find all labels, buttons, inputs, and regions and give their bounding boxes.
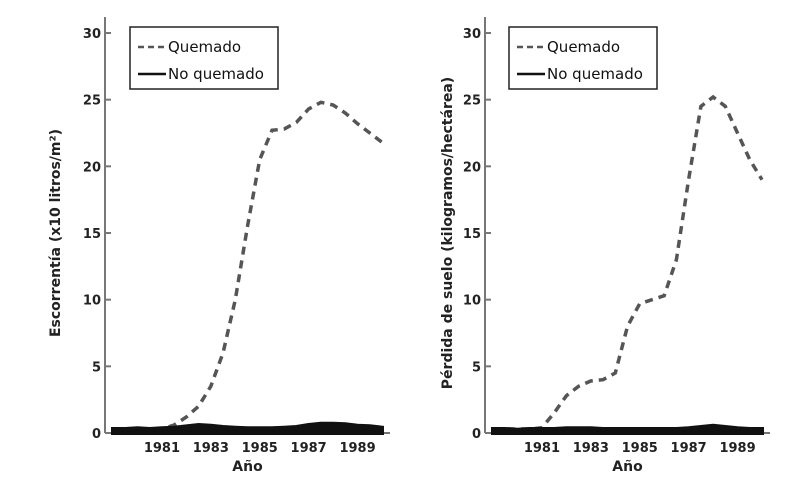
x-axis-label: Año (232, 459, 263, 475)
y-tick-label: 30 (463, 27, 481, 42)
y-tick-label: 5 (92, 360, 101, 375)
series-quemado-line (493, 94, 764, 431)
y-tick-label: 0 (92, 427, 101, 442)
x-tick-label: 1983 (573, 441, 609, 456)
legend-entry: Quemado (168, 38, 241, 56)
y-tick-label: 0 (472, 427, 481, 442)
y-tick-label: 30 (83, 27, 101, 42)
y-axis-label: Pérdida de suelo (kilogramos/hectárea) (440, 77, 456, 389)
x-axis-label: Año (612, 459, 643, 475)
y-tick-label: 15 (83, 227, 101, 242)
y-tick-label: 10 (83, 294, 101, 309)
y-tick-label: 15 (463, 227, 481, 242)
x-tick-label: 1981 (144, 441, 180, 456)
y-tick-label: 10 (463, 294, 481, 309)
series-no-quemado-line (491, 423, 764, 435)
legend-entry: Quemado (547, 38, 620, 56)
legend-box (129, 26, 279, 90)
x-tick-label: 1983 (193, 441, 229, 456)
runoff-chart-panel: 0 5 10 15 20 25 30 1981 1983 1985 1987 1989 Año Escor… (48, 17, 390, 475)
legend-box (508, 26, 658, 90)
soil-loss-chart-panel: 0 5 10 15 20 25 30 1981 1983 1985 1987 1989 Año Pérdi… (440, 17, 770, 475)
y-tick-label: 25 (83, 94, 101, 109)
legend-entry: No quemado (168, 65, 264, 83)
x-tick-label: 1989 (719, 441, 755, 456)
series-quemado-line (113, 100, 384, 431)
x-tick-label: 1989 (339, 441, 375, 456)
x-tick-label: 1985 (622, 441, 658, 456)
legend: Quemado No quemado (129, 26, 279, 90)
x-tick-label: 1981 (524, 441, 560, 456)
x-tick-label: 1985 (242, 441, 278, 456)
y-tick-label: 20 (463, 160, 481, 175)
y-tick-label: 20 (83, 160, 101, 175)
y-axis-label: Escorrentía (x10 litros/m²) (48, 129, 64, 337)
legend: Quemado No quemado (508, 26, 658, 90)
y-tick-label: 5 (472, 360, 481, 375)
x-tick-label: 1987 (291, 441, 327, 456)
x-tick-label: 1987 (671, 441, 707, 456)
series-no-quemado-line (111, 421, 384, 435)
legend-entry: No quemado (547, 65, 643, 83)
y-tick-label: 25 (463, 94, 481, 109)
